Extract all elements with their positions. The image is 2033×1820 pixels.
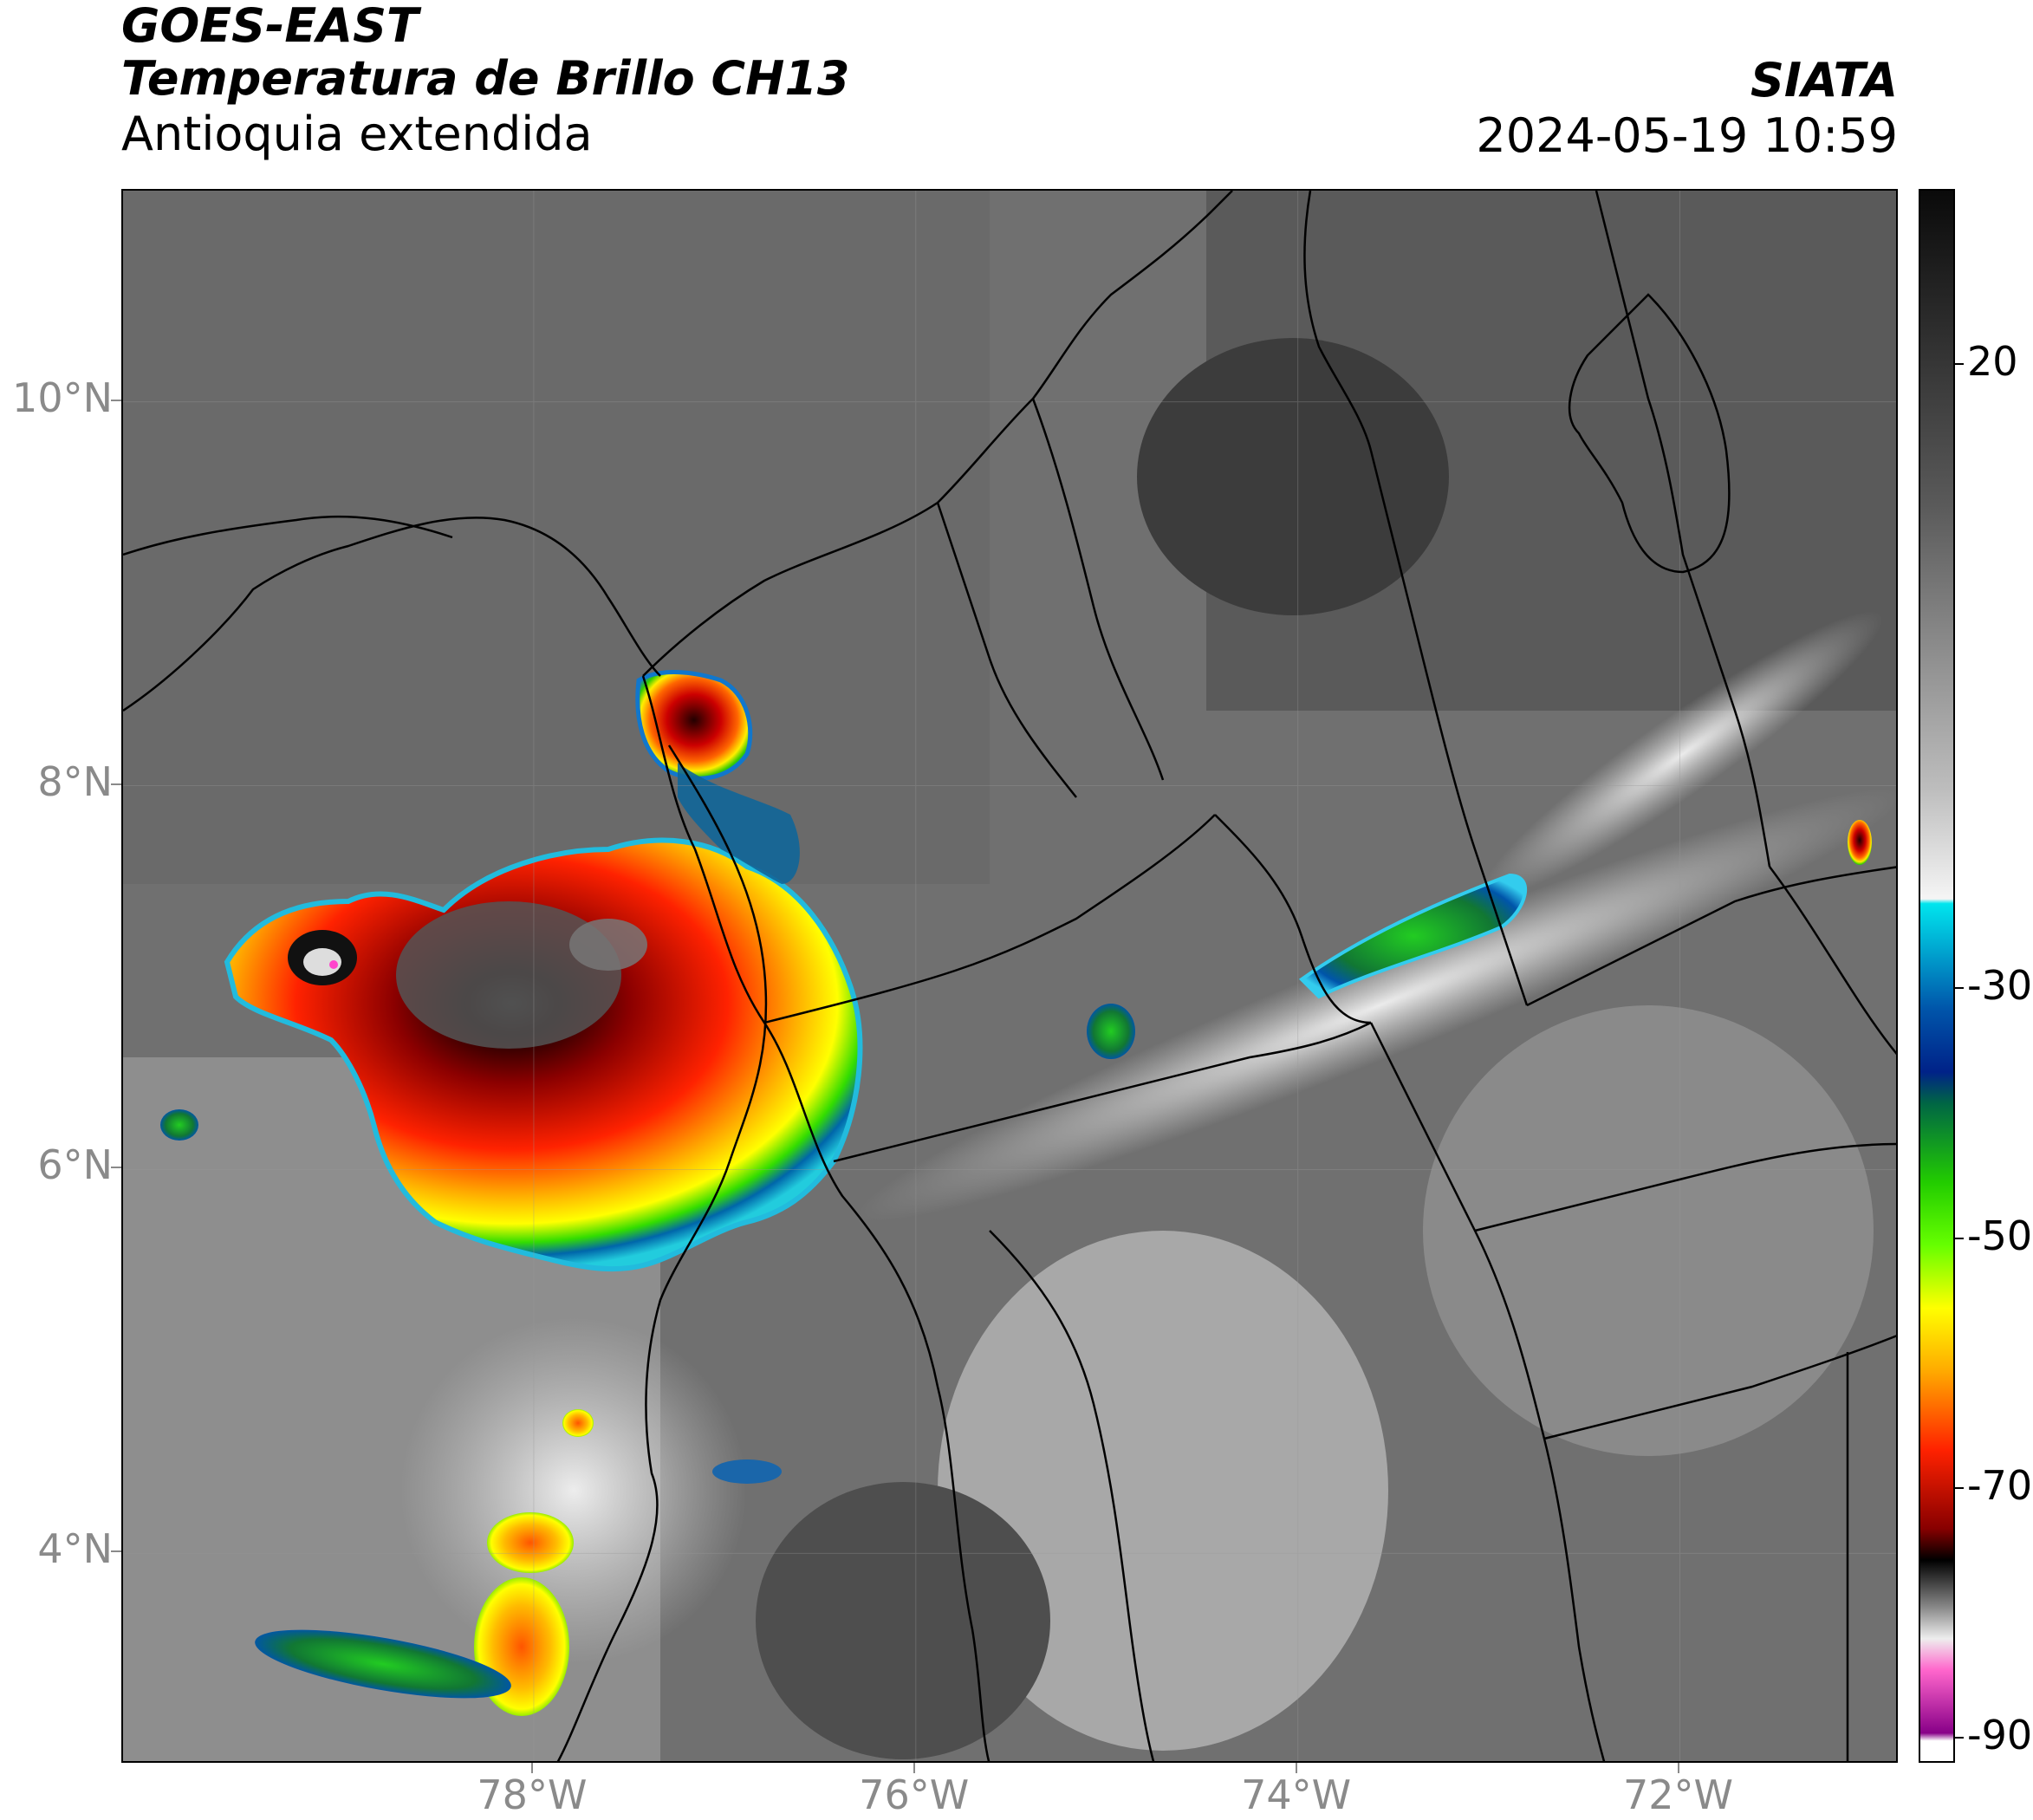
colorbar-label-minus30: -30 xyxy=(1967,962,2033,1010)
colorbar-tick-minus70 xyxy=(1953,1486,1964,1489)
coastline-maracaibo xyxy=(1568,293,1731,574)
lat-label-4n: 4°N xyxy=(37,1525,113,1573)
dark-highland xyxy=(1137,338,1449,615)
colorbar-label-minus70: -70 xyxy=(1967,1461,2033,1509)
colorbar-tick-minus50 xyxy=(1953,1237,1964,1239)
colorbar-label-minus90: -90 xyxy=(1967,1712,2033,1759)
storm-core-gray xyxy=(396,901,621,1049)
colorbar-label-minus50: -50 xyxy=(1967,1212,2033,1259)
temperature-colorbar xyxy=(1919,189,1955,1763)
agency-label: SIATA xyxy=(1750,53,1898,107)
lat-label-6n: 6°N xyxy=(37,1141,113,1189)
colorbar-tick-minus90 xyxy=(1953,1737,1964,1739)
right-header: SIATA 2024-05-19 10:59 xyxy=(1476,54,1898,165)
caribbean-shade xyxy=(123,191,990,884)
lon-label-76w: 76°W xyxy=(859,1771,970,1818)
satellite-title: GOES-EAST xyxy=(121,0,419,53)
overshoot-pink xyxy=(329,960,338,969)
cell-far-east xyxy=(1848,820,1872,865)
lon-tick-78w xyxy=(530,1763,533,1773)
colorbar-tick-20 xyxy=(1953,362,1964,365)
datetime-label: 2024-05-19 10:59 xyxy=(1476,108,1898,163)
coastline-caribbean xyxy=(642,191,1233,677)
title-block: GOES-EAST Temperatura de Brillo CH13 Ant… xyxy=(121,0,850,163)
colorbar-tick-minus30 xyxy=(1953,987,1964,990)
cloud-glow-pacific xyxy=(400,1317,747,1664)
border-choco xyxy=(641,675,991,1761)
dark-region-south xyxy=(756,1482,1050,1759)
lat-label-10n: 10°N xyxy=(12,374,113,421)
cell-pacific-1 xyxy=(160,1109,198,1141)
graticule xyxy=(123,191,1896,1761)
border-cordoba xyxy=(936,502,1077,798)
border-cesar xyxy=(1369,450,1529,1006)
lon-tick-72w xyxy=(1677,1763,1679,1773)
coastline-guajira xyxy=(1303,191,1373,452)
border-meta xyxy=(1543,1335,1896,1440)
map-canvas xyxy=(123,191,1896,1761)
lon-label-72w: 72°W xyxy=(1622,1771,1734,1818)
cloud-band-northeast xyxy=(1483,611,1883,897)
border-cordillera-east xyxy=(1369,1022,1606,1761)
coastline-pacific xyxy=(556,744,768,1761)
region-subtitle: Antioquia extendida xyxy=(121,107,593,161)
cell-pacific-3 xyxy=(712,1459,782,1484)
cell-south-band xyxy=(255,1629,511,1699)
border-casanare xyxy=(1474,1142,1896,1232)
storm-uraba xyxy=(635,670,753,781)
storm-core-gray-2 xyxy=(569,919,647,971)
cell-band-east xyxy=(1298,873,1527,999)
borders xyxy=(123,191,1896,1761)
border-venezuela xyxy=(1595,191,1771,868)
satellite-map[interactable] xyxy=(121,189,1898,1763)
lon-label-78w: 78°W xyxy=(477,1771,588,1818)
lat-tick-6n xyxy=(111,1167,121,1169)
colorbar-label-20: 20 xyxy=(1967,337,2018,385)
border-antioquia-south xyxy=(833,1021,1372,1163)
cell-pacific-2 xyxy=(562,1409,594,1437)
lat-tick-8n xyxy=(111,783,121,785)
border-central xyxy=(989,1230,1155,1761)
border-panama-north xyxy=(123,515,453,556)
lon-tick-76w xyxy=(913,1763,915,1773)
border-antioquia-east xyxy=(1214,814,1372,1024)
storm-west-overshoot xyxy=(303,948,341,976)
cell-south-1 xyxy=(487,1512,574,1573)
storm-uraba-tail xyxy=(678,763,800,884)
lat-tick-10n xyxy=(111,399,121,401)
lon-label-74w: 74°W xyxy=(1241,1771,1352,1818)
llanos-region xyxy=(1423,1005,1874,1456)
lat-tick-4n xyxy=(111,1550,121,1553)
border-venezuela-north xyxy=(1526,866,1896,1007)
colorbar-canvas xyxy=(1920,191,1953,1761)
border-arauca xyxy=(1768,866,1896,1056)
border-sucre xyxy=(1031,398,1165,781)
border-antioquia-north xyxy=(763,814,1216,1024)
cell-central xyxy=(1087,1004,1135,1059)
coastline-panama xyxy=(123,517,661,712)
lon-tick-74w xyxy=(1295,1763,1297,1773)
product-title: Temperatura de Brillo CH13 xyxy=(121,51,850,106)
lat-label-8n: 8°N xyxy=(37,757,113,805)
cloud-band xyxy=(856,789,1896,1222)
storm-main xyxy=(224,837,863,1272)
colorbar-gradient xyxy=(1920,191,1953,1761)
